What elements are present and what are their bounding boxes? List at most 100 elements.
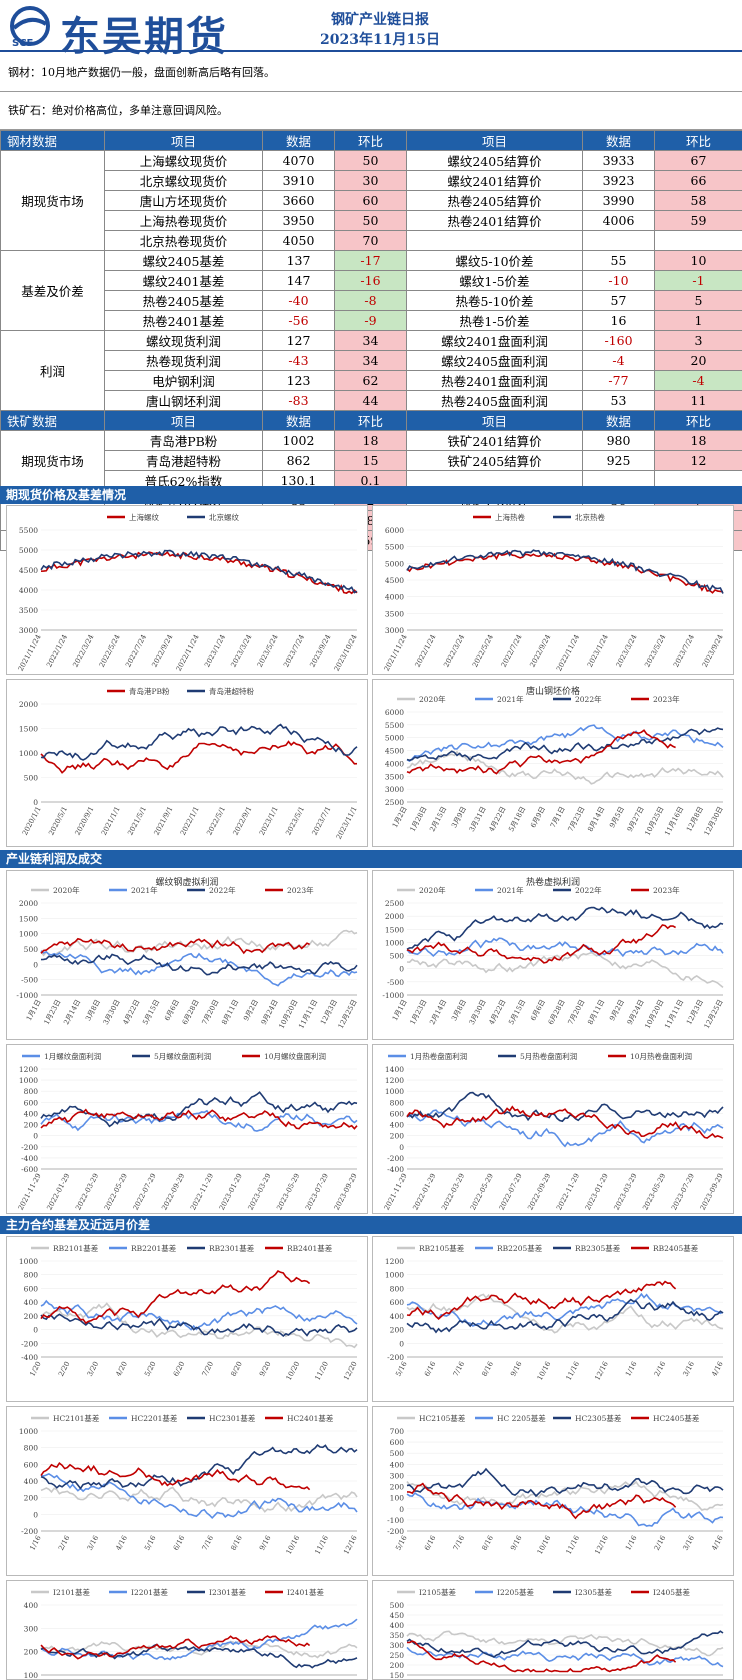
y-tick-label: 200 [390,1661,405,1670]
legend-label: HC2401基差 [287,1413,334,1423]
x-tick-label: 2月14日 [428,998,448,1026]
x-tick-label: 2月15日 [428,805,448,833]
x-tick-label: 7月23日 [567,805,587,833]
change-cell: 44 [334,390,407,411]
x-tick-label: 2021-11-29 [383,1172,409,1211]
legend-label: 2023年 [653,885,680,895]
legend-label: I2405基差 [653,1587,691,1597]
x-tick-label: 7/16 [201,1534,216,1552]
y-tick-label: -600 [21,1165,38,1174]
x-tick-label: 1/16 [624,1360,639,1378]
series-line [406,1105,724,1139]
y-tick-label: 1000 [19,1076,38,1085]
x-tick-label: 3/20 [86,1360,100,1378]
item-cell: 铁矿2401结算价 [406,430,583,451]
item-cell: 螺纹2405盘面利润 [406,350,583,371]
series-line [40,740,358,774]
item-cell: 电炉钢利润 [104,370,263,391]
chart-svg: 上海热卷 北京热卷 3000 3500 4000 4500 5000 5500 6000 2021… [383,512,725,673]
y-tick-label: -200 [21,1527,38,1536]
legend-label: 2022年 [575,694,602,704]
group-label: 期现货市场 [0,150,105,251]
table-row: 上海热卷现货价 3950 50 热卷2401结算价 4006 59 [1,210,742,231]
table-row: 热卷现货利润 -43 34 螺纹2405盘面利润 -4 20 [1,350,742,371]
table-row: 北京螺纹现货价 3910 30 螺纹2401结算价 3923 66 [1,170,742,191]
x-tick-label: 1月23日 [409,998,429,1026]
column-header: 环比 [654,130,742,151]
x-tick-label: 12/16 [593,1534,610,1556]
x-tick-label: 2022/9/24 [151,633,175,669]
chart-panel-c7: 1月螺纹盘面利润 5月螺纹盘面利润 10月螺纹盘面利润 -600 -400 -200 0 20… [6,1044,368,1214]
x-tick-label: 2022/1/24 [414,633,438,669]
chart-svg: HC2101基差 HC2201基差 HC2301基差 HC2401基差 -200 0 200… [19,1413,359,1556]
change-cell: 34 [334,350,407,371]
y-tick-label: -500 [21,976,38,985]
y-tick-label: 1000 [385,1087,404,1096]
x-tick-label: 2023-01-29 [584,1172,610,1211]
legend-label: 2020年 [419,694,446,704]
y-tick-label: 5500 [19,526,38,535]
group-label: 基差及价差 [0,250,105,331]
change-cell: 58 [654,190,742,211]
x-tick-label: 3月8日 [450,998,468,1022]
chart-panel-c9: RB2101基差 RB2201基差 RB2301基差 RB2401基差 -400 -200… [6,1236,368,1402]
y-tick-label: 800 [390,1284,405,1293]
y-tick-label: 800 [24,1444,39,1453]
x-tick-label: 10月20日 [278,998,300,1030]
x-tick-label: 3/16 [682,1360,697,1378]
section-label: 铁矿数据 [0,410,105,431]
series-line [40,953,358,976]
legend-label: HC2101基差 [53,1413,100,1423]
legend-label: 2020年 [53,885,80,895]
series-line [40,1639,358,1659]
x-tick-label: 2022-01-29 [45,1172,71,1211]
change-cell: -8 [334,290,407,311]
y-tick-label: 3000 [385,785,404,794]
legend-label: 2021年 [497,694,524,704]
y-tick-label: 5500 [385,543,404,552]
legend-label: RB2301基差 [209,1243,255,1253]
legend-label: 2022年 [209,885,236,895]
series-line [40,950,358,987]
y-tick-label: 100 [390,1494,405,1503]
x-tick-label: 3月8日 [84,998,102,1022]
x-tick-label: 11/16 [313,1534,330,1556]
x-tick-label: 1月1日 [391,998,409,1022]
legend-label: 1月螺纹盘面利润 [44,1051,101,1061]
y-tick-label: 1000 [19,930,38,939]
legend-label: HC2201基差 [131,1413,178,1423]
ore_table-header-row: 铁矿数据 项目 数据 环比 项目 数据 环比 [0,410,742,431]
value-cell: 55 [582,250,655,271]
change-cell: -1 [654,270,742,291]
item-cell: 热卷2401基差 [104,310,263,331]
y-tick-label: 3000 [385,626,404,635]
item-cell: 上海热卷现货价 [104,210,263,231]
chart-panel-c8: 1月热卷盘面利润 5月热卷盘面利润 10月热卷盘面利润 -400 -200 0 200 400… [372,1044,734,1214]
item-cell [406,230,583,251]
series-line [40,1109,358,1132]
series-line [40,1108,358,1130]
legend-label: 10月螺纹盘面利润 [264,1051,326,1061]
item-cell: 螺纹2405基差 [104,250,263,271]
legend-label: 2021年 [131,885,158,895]
x-tick-label: 2022/5/24 [98,633,122,669]
y-tick-label: -200 [387,1353,404,1362]
legend-label: HC2405基差 [653,1413,700,1423]
table-row: 热卷2405基差 -40 -8 热卷5-10价差 57 5 [1,290,742,311]
x-tick-label: 5月18日 [507,805,527,833]
x-tick-label: 2022/3/24 [442,633,466,669]
y-tick-label: 0 [33,798,38,807]
x-tick-label: 10/16 [536,1534,553,1556]
x-tick-label: 2022/3/24 [72,633,96,669]
x-tick-label: 2023/10/24 [333,633,359,673]
x-tick-label: 2/20 [57,1360,71,1378]
section-bar-2: 产业链利润及成交 [0,850,742,868]
x-tick-label: 12/16 [593,1360,610,1382]
change-cell: 34 [334,330,407,351]
report-date: 2023年11月15日 [320,32,440,48]
series-line [406,724,724,762]
legend-label: HC 2205基差 [497,1413,546,1423]
value-cell: 16 [582,310,655,331]
chart-panel-c13: I2101基差 I2201基差 I2301基差 I2401基差 100 200 300 400 [6,1580,368,1680]
table-row: 普氏62%指数 130.1 0.1 [1,470,742,491]
